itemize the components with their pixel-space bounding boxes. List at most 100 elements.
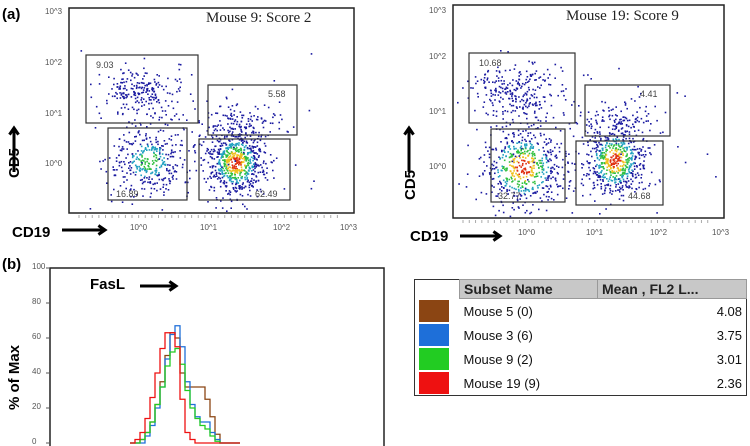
event-dot: [226, 151, 229, 153]
event-dot: [650, 171, 653, 174]
event-dot: [250, 115, 253, 118]
event-dot: [151, 89, 154, 92]
y-tick-label: 10^2: [45, 58, 63, 67]
event-dot: [528, 180, 530, 183]
event-dot: [550, 94, 552, 97]
event-dot: [234, 136, 236, 138]
event-dot: [235, 160, 237, 162]
event-dot: [179, 157, 182, 159]
event-dot: [549, 149, 552, 151]
event-dot: [133, 108, 135, 111]
event-dot: [530, 169, 533, 172]
event-dot: [239, 179, 241, 182]
event-dot: [545, 161, 548, 164]
event-dot: [254, 167, 256, 170]
event-dot: [132, 171, 135, 174]
event-dot: [638, 182, 641, 184]
event-dot: [503, 149, 505, 152]
event-dot: [599, 126, 601, 129]
event-dot: [161, 145, 163, 147]
event-dot: [139, 167, 142, 170]
event-dot: [141, 182, 144, 185]
event-dot: [594, 128, 597, 131]
event-dot: [592, 172, 595, 175]
event-dot: [252, 132, 255, 134]
event-dot: [141, 178, 143, 181]
event-dot: [504, 146, 507, 148]
event-dot: [519, 198, 521, 200]
event-dot: [138, 130, 140, 132]
event-dot: [249, 158, 252, 161]
event-dot: [483, 81, 486, 83]
event-dot: [232, 169, 235, 172]
event-dot: [608, 169, 611, 171]
event-dot: [270, 161, 273, 163]
event-dot: [211, 157, 214, 160]
event-dot: [227, 167, 229, 170]
event-dot: [637, 129, 640, 132]
event-dot: [175, 144, 177, 146]
event-dot: [537, 143, 539, 145]
event-dot: [518, 155, 521, 157]
event-dot: [255, 163, 258, 166]
event-dot: [619, 149, 622, 151]
event-dot: [526, 98, 528, 100]
event-dot: [247, 157, 249, 159]
event-dot: [237, 150, 239, 152]
event-dot: [609, 164, 611, 167]
event-dot: [498, 91, 500, 93]
event-dot: [206, 100, 208, 102]
event-dot: [526, 76, 529, 78]
event-dot: [211, 136, 214, 139]
event-dot: [525, 144, 528, 147]
event-dot: [170, 139, 173, 141]
event-dot: [540, 134, 542, 137]
event-dot: [179, 144, 182, 146]
event-dot: [524, 187, 527, 190]
event-dot: [518, 78, 520, 81]
event-dot: [242, 114, 245, 117]
event-dot: [458, 183, 460, 185]
event-dot: [502, 211, 505, 214]
event-dot: [530, 124, 533, 127]
event-dot: [547, 166, 550, 169]
event-dot: [99, 160, 101, 163]
event-dot: [639, 163, 642, 165]
event-dot: [215, 135, 218, 138]
event-dot: [110, 194, 112, 196]
event-dot: [495, 149, 498, 151]
event-dot: [232, 157, 235, 159]
event-dot: [642, 165, 645, 168]
event-dot: [560, 66, 562, 69]
event-dot: [105, 170, 108, 173]
event-dot: [554, 178, 557, 180]
event-dot: [222, 182, 225, 184]
event-dot: [609, 170, 612, 173]
event-dot: [131, 143, 133, 146]
event-dot: [209, 150, 212, 153]
event-dot: [480, 78, 483, 81]
event-dot: [141, 139, 144, 142]
event-dot: [223, 169, 226, 172]
event-dot: [126, 126, 128, 129]
event-dot: [602, 147, 604, 150]
event-dot: [260, 190, 262, 193]
event-dot: [188, 150, 190, 152]
event-dot: [212, 176, 215, 178]
event-dot: [126, 95, 128, 98]
event-dot: [546, 185, 549, 188]
event-dot: [503, 82, 505, 85]
event-dot: [639, 106, 641, 109]
event-dot: [497, 66, 499, 69]
event-dot: [209, 175, 211, 178]
event-dot: [601, 162, 604, 164]
event-dot: [640, 150, 642, 152]
event-dot: [502, 130, 505, 133]
event-dot: [148, 176, 151, 178]
event-dot: [602, 166, 604, 168]
event-dot: [217, 163, 220, 165]
event-dot: [221, 154, 224, 156]
event-dot: [508, 161, 511, 163]
event-dot: [206, 150, 208, 152]
event-dot: [143, 75, 145, 77]
